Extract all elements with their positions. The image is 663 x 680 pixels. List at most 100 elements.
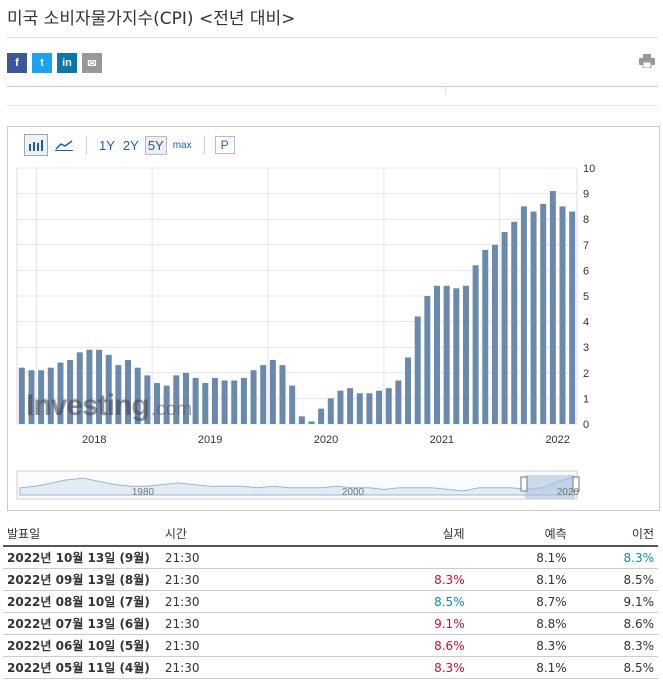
navigator-right-handle[interactable]	[572, 476, 580, 492]
cpi-bar[interactable]	[559, 206, 566, 424]
cpi-bar[interactable]	[289, 385, 296, 424]
cpi-bar[interactable]	[182, 372, 189, 424]
print-icon[interactable]	[639, 54, 655, 68]
header-date[interactable]: 발표일	[3, 522, 161, 547]
row-forecast: 8.7%	[468, 590, 571, 613]
cpi-bar[interactable]	[549, 191, 556, 424]
cpi-bar[interactable]	[144, 375, 151, 424]
navigator-selection[interactable]	[525, 475, 575, 499]
cpi-bar[interactable]	[202, 383, 209, 424]
cpi-bar[interactable]	[154, 383, 160, 424]
cpi-bar[interactable]	[327, 398, 334, 424]
y-axis-tick-labels: 0 1 2 3 4 5 6 7 8 9 10	[583, 163, 595, 431]
cpi-bar[interactable]	[395, 380, 402, 424]
x-tick-label: 2019	[198, 434, 222, 446]
cpi-bar[interactable]	[443, 285, 450, 424]
cpi-bar[interactable]	[279, 365, 286, 424]
cpi-bar[interactable]	[376, 390, 383, 424]
range-navigator[interactable]: 1980 2000 2020	[16, 470, 580, 500]
cpi-bar[interactable]	[520, 206, 527, 424]
bar-chart-type-icon[interactable]	[24, 134, 48, 156]
cpi-bar[interactable]	[67, 360, 74, 424]
navigator-label-2020: 2020	[557, 487, 580, 498]
cpi-bar[interactable]	[86, 349, 93, 424]
cpi-bar[interactable]	[501, 232, 508, 424]
cpi-bar[interactable]	[482, 249, 489, 424]
cpi-bar[interactable]	[308, 421, 315, 424]
y-tick-label: 1	[583, 393, 589, 405]
line-chart-type-icon[interactable]	[52, 134, 76, 156]
header-time[interactable]: 시간	[160, 522, 387, 547]
cpi-bar[interactable]	[96, 349, 103, 424]
cpi-bar[interactable]	[462, 285, 469, 424]
chart-panel: 1Y 2Y 5Y max P 0 1 2 3 4 5 6 7 8 9 10 2018 2019 2020…	[7, 126, 660, 511]
facebook-share-button[interactable]: f	[7, 53, 27, 73]
watermark-suffix: .com	[151, 399, 192, 420]
cpi-bar[interactable]	[569, 211, 576, 424]
cpi-bar[interactable]	[472, 265, 479, 424]
cpi-bar[interactable]	[414, 316, 421, 424]
cpi-bar[interactable]	[115, 365, 122, 424]
row-time: 21:30	[160, 590, 387, 613]
p-button[interactable]: P	[214, 136, 235, 154]
cpi-bar[interactable]	[347, 388, 354, 424]
y-tick-label: 10	[583, 163, 595, 175]
y-tick-label: 4	[583, 317, 589, 329]
cpi-bar[interactable]	[47, 367, 54, 424]
share-bar: f t in ✉	[7, 53, 102, 73]
navigator-label-2000: 2000	[342, 487, 365, 498]
cpi-bar[interactable]	[260, 365, 267, 424]
cpi-bar[interactable]	[173, 375, 180, 424]
cpi-bar[interactable]	[163, 385, 170, 424]
watermark-brand: Investing	[26, 389, 149, 422]
cpi-bar[interactable]	[356, 393, 363, 424]
row-actual: 8.5%	[386, 590, 469, 613]
header-forecast[interactable]: 예측	[468, 522, 571, 547]
cpi-bar[interactable]	[240, 377, 247, 424]
cpi-bar[interactable]	[424, 296, 431, 424]
navigator-line	[19, 475, 575, 496]
header-previous[interactable]: 이전	[570, 522, 658, 547]
row-date: 2022년 09월 13일 (8월)	[3, 568, 161, 591]
cpi-bar[interactable]	[366, 393, 373, 424]
cpi-bar[interactable]	[28, 370, 35, 424]
row-date: 2022년 07월 13일 (6월)	[3, 612, 161, 635]
row-previous: 8.3%	[570, 634, 658, 657]
range-5y-button[interactable]: 5Y	[144, 135, 167, 155]
cpi-bar[interactable]	[192, 377, 199, 424]
cpi-bar[interactable]	[318, 408, 325, 424]
cpi-bar[interactable]	[105, 354, 112, 424]
cpi-bar[interactable]	[221, 380, 228, 424]
x-tick-label: 2020	[314, 434, 338, 446]
range-max-button[interactable]: max	[172, 139, 192, 151]
cpi-bar[interactable]	[211, 377, 218, 424]
email-share-button[interactable]: ✉	[82, 53, 102, 73]
row-actual: 8.3%	[386, 568, 469, 591]
cpi-bar[interactable]	[337, 390, 344, 424]
cpi-bar[interactable]	[298, 416, 305, 424]
range-1y-button[interactable]: 1Y	[99, 137, 115, 153]
cpi-bar[interactable]	[269, 360, 276, 424]
cpi-bar[interactable]	[125, 360, 132, 424]
cpi-bar[interactable]	[511, 221, 518, 424]
row-time: 21:30	[160, 656, 387, 679]
cpi-bar[interactable]	[38, 370, 45, 424]
cpi-bar[interactable]	[530, 211, 537, 424]
navigator-left-handle[interactable]	[520, 476, 528, 492]
linkedin-share-button[interactable]: in	[57, 53, 77, 73]
cpi-bar[interactable]	[231, 380, 238, 424]
cpi-bar[interactable]	[385, 388, 392, 424]
cpi-bar[interactable]	[76, 352, 83, 424]
header-actual[interactable]: 실제	[386, 522, 469, 547]
cpi-bar[interactable]	[540, 203, 547, 424]
cpi-bar[interactable]	[453, 288, 460, 424]
cpi-bar[interactable]	[57, 362, 64, 424]
cpi-bar[interactable]	[491, 244, 498, 424]
cpi-bar[interactable]	[18, 367, 25, 424]
range-2y-button[interactable]: 2Y	[122, 137, 139, 153]
cpi-bar[interactable]	[405, 357, 412, 424]
cpi-bar[interactable]	[434, 285, 440, 424]
twitter-share-button[interactable]: t	[32, 53, 52, 73]
cpi-bar[interactable]	[134, 367, 141, 424]
cpi-bar[interactable]	[250, 370, 257, 424]
